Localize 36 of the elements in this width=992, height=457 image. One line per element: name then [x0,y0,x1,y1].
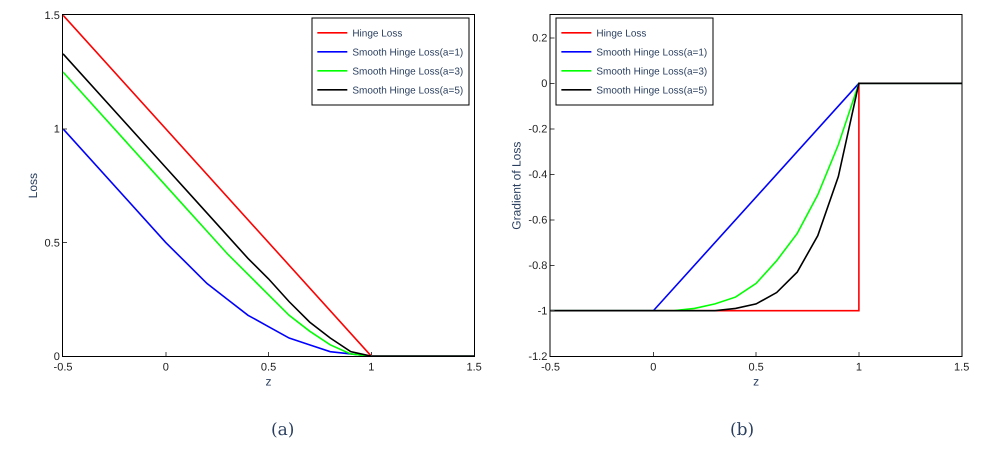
y-tick-label: -0.6 [528,214,548,227]
y-tick-label: -1.2 [528,351,548,364]
x-tick-label: 0.5 [260,361,276,374]
x-tick-label: 1.5 [466,361,482,374]
legend-label: Smooth Hinge Loss(a=1) [352,48,464,59]
legend-label: Hinge Loss [352,28,402,40]
y-tick-label: 1.5 [44,10,60,22]
x-tick-label: -0.5 [54,361,73,374]
legend-label: Smooth Hinge Loss(a=5) [352,86,464,97]
x-tick-label: -0.5 [541,361,560,374]
x-axis-title: z [266,374,272,388]
text: (a) [271,420,294,440]
y-axis-title: Gradient of Loss [510,142,524,230]
x-tick-label: 1 [368,361,374,374]
x-axis-title: z [753,374,760,388]
legend-label: Smooth Hinge Loss(a=5) [596,86,708,97]
y-tick-label: 0 [54,351,60,364]
y-tick-label: 0.5 [44,237,60,250]
text: (b) [730,420,754,440]
y-tick-label: -1 [538,306,548,318]
y-tick-label: 0 [541,78,548,90]
x-tick-label: 1.5 [954,361,970,374]
y-tick-label: 0.2 [532,32,548,45]
legend-label: Smooth Hinge Loss(a=3) [596,66,708,78]
legend-label: Smooth Hinge Loss(a=1) [596,48,708,59]
y-tick-label: -0.2 [528,124,548,136]
y-tick-label: 1 [54,124,60,136]
y-tick-label: -0.4 [528,169,548,182]
x-tick-label: 0.5 [748,361,764,374]
x-tick-label: 0 [650,361,656,374]
x-tick-label: 1 [856,361,862,374]
y-tick-label: -0.8 [528,260,548,272]
legend-label: Smooth Hinge Loss(a=3) [352,66,464,78]
x-tick-label: 0 [162,361,169,374]
legend-label: Hinge Loss [596,28,646,40]
y-axis-title: Loss [26,172,40,198]
